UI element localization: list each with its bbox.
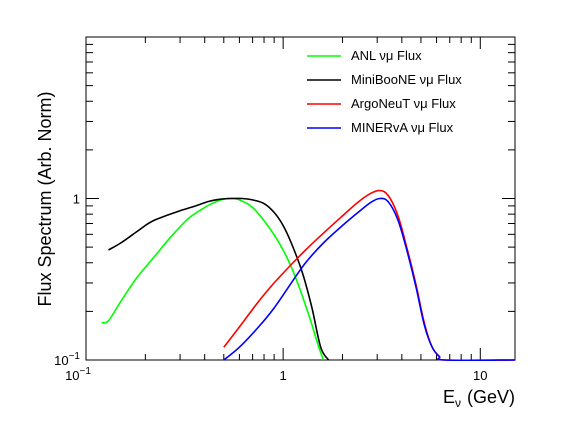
series-line-3 — [223, 197, 516, 362]
x-tick-label-exponent: −1 — [80, 366, 92, 377]
x-axis-title-sub: ν — [455, 396, 461, 410]
y-tick-label: 1 — [73, 192, 80, 207]
series-line-2 — [223, 189, 516, 362]
y-axis-title: Flux Spectrum (Arb. Norm) — [35, 91, 55, 306]
legend-label-0: ANL νμ Flux — [351, 48, 422, 63]
legend-label-text-0: ANL νμ Flux — [351, 48, 422, 63]
legend: ANL νμ Flux MiniBooNE νμ Flux ArgoNeuT νμ … — [307, 48, 462, 135]
legend-label-2: ArgoNeuT νμ Flux — [351, 96, 456, 111]
legend-label-text-2: ArgoNeuT νμ Flux — [351, 96, 456, 111]
legend-label-3: MINERvA νμ Flux — [351, 120, 454, 135]
y-tick-label-base: 10 — [54, 353, 68, 368]
x-tick-label-base: 10 — [65, 368, 79, 383]
y-tick-label: 10−1 — [54, 351, 80, 368]
axis-ticks — [85, 37, 515, 361]
legend-label-1: MiniBooNE νμ Flux — [351, 72, 462, 87]
x-tick-label: 10−1 — [65, 366, 91, 383]
y-tick-label-exponent: −1 — [69, 351, 81, 362]
legend-label-text-3: MINERvA νμ Flux — [351, 120, 454, 135]
x-axis-title-unit: (GeV) — [467, 387, 515, 407]
legend-label-text-1: MiniBooNE νμ Flux — [351, 72, 462, 87]
x-tick-label: 1 — [280, 368, 287, 383]
x-axis-title: Eν (GeV) — [443, 387, 515, 410]
series-lines — [101, 189, 516, 362]
series-line-0 — [101, 197, 325, 361]
series-line-1 — [108, 197, 330, 361]
x-axis-title-main: E — [443, 387, 455, 407]
x-tick-label: 10 — [473, 368, 487, 383]
